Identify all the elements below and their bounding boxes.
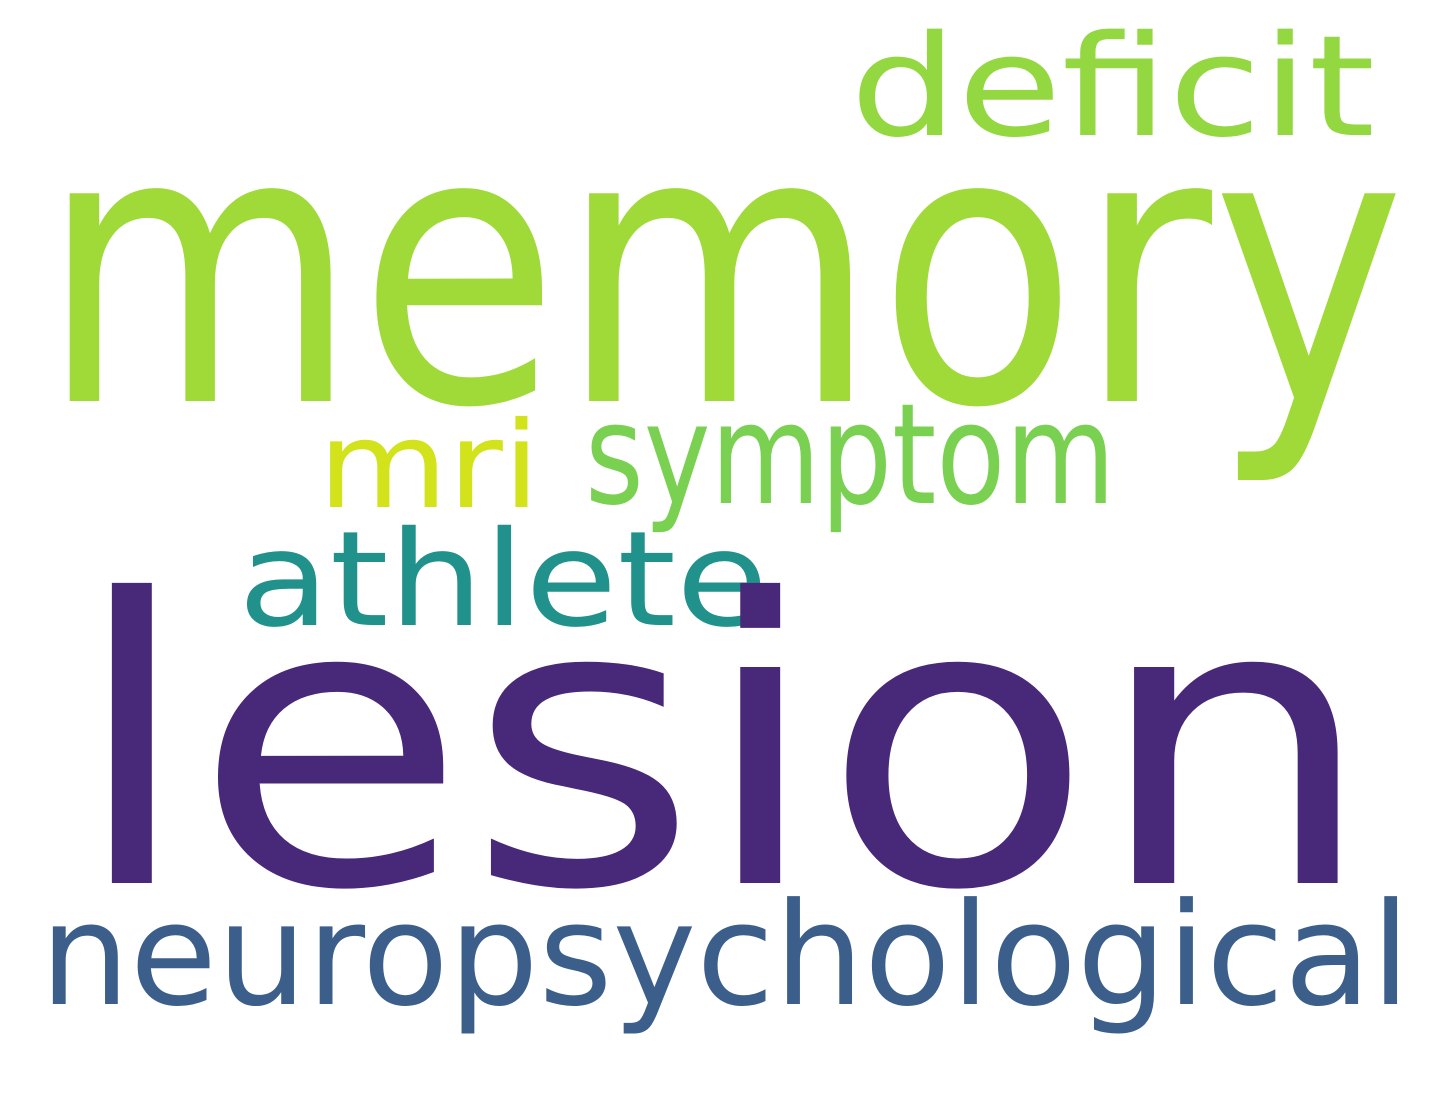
word-memory: memory <box>40 48 1406 491</box>
word-deficit: deficit <box>850 6 1376 169</box>
word-mri: mri <box>318 397 540 536</box>
word-symptom: symptom <box>585 374 1116 537</box>
word-lesion: lesion <box>70 517 1376 977</box>
word-neuropsychological: neuropsychological <box>40 873 1411 1038</box>
word-athlete: athlete <box>238 503 769 657</box>
